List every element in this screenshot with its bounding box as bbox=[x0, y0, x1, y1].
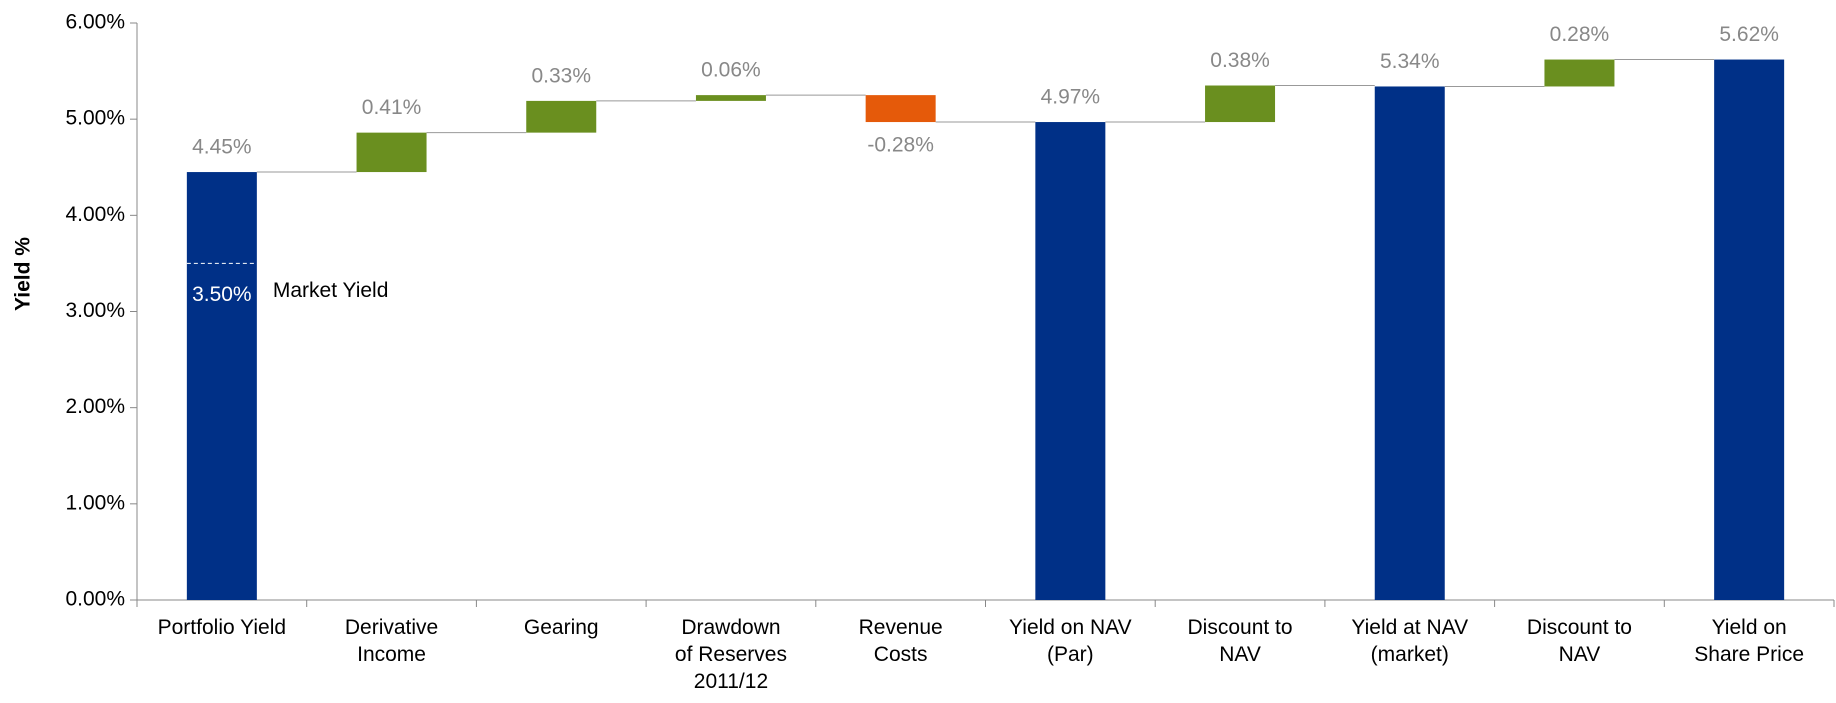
y-tick-label: 1.00% bbox=[65, 491, 125, 514]
bar bbox=[1374, 86, 1445, 601]
y-tick-label: 2.00% bbox=[65, 395, 125, 418]
x-tick-label: Portfolio Yield bbox=[158, 616, 286, 639]
x-tick-label: Drawdown of Reserves 2011/12 bbox=[675, 616, 787, 693]
annotation-label: Market Yield bbox=[273, 279, 389, 302]
bar bbox=[1714, 59, 1785, 600]
y-tick-label: 6.00% bbox=[65, 11, 125, 34]
value-label: -0.28% bbox=[867, 134, 934, 157]
value-label: 5.34% bbox=[1380, 50, 1440, 73]
x-tick-label: Derivative Income bbox=[345, 616, 438, 666]
x-tick-label: Discount to NAV bbox=[1188, 616, 1293, 666]
value-label: 4.45% bbox=[192, 136, 252, 159]
y-tick-label: 3.00% bbox=[65, 299, 125, 322]
x-tick-label: Discount to NAV bbox=[1527, 616, 1632, 666]
bar bbox=[865, 95, 936, 123]
y-tick-label: 4.00% bbox=[65, 203, 125, 226]
x-tick-label: Yield on NAV (Par) bbox=[1009, 616, 1132, 666]
annotation-value: 3.50% bbox=[192, 283, 252, 306]
bar bbox=[526, 100, 597, 133]
x-tick-label: Revenue Costs bbox=[859, 616, 943, 666]
value-label: 0.41% bbox=[362, 96, 422, 119]
x-tick-label: Yield on Share Price bbox=[1694, 616, 1804, 666]
y-tick-label: 0.00% bbox=[65, 588, 125, 611]
value-label: 5.62% bbox=[1719, 23, 1779, 46]
value-label: 0.33% bbox=[531, 64, 591, 87]
y-tick-label: 5.00% bbox=[65, 107, 125, 130]
bar bbox=[186, 172, 257, 600]
bar bbox=[1205, 85, 1276, 123]
bar bbox=[1544, 59, 1615, 87]
value-label: 0.38% bbox=[1210, 49, 1270, 72]
value-label: 0.06% bbox=[701, 59, 761, 82]
value-label: 0.28% bbox=[1550, 23, 1610, 46]
bar bbox=[695, 95, 766, 101]
x-tick-label: Yield at NAV (market) bbox=[1351, 616, 1468, 666]
bar bbox=[1035, 122, 1106, 600]
y-axis-label: Yield % bbox=[12, 237, 35, 311]
bar bbox=[356, 132, 427, 173]
x-tick-label: Gearing bbox=[524, 616, 599, 639]
value-label: 4.97% bbox=[1041, 86, 1101, 109]
